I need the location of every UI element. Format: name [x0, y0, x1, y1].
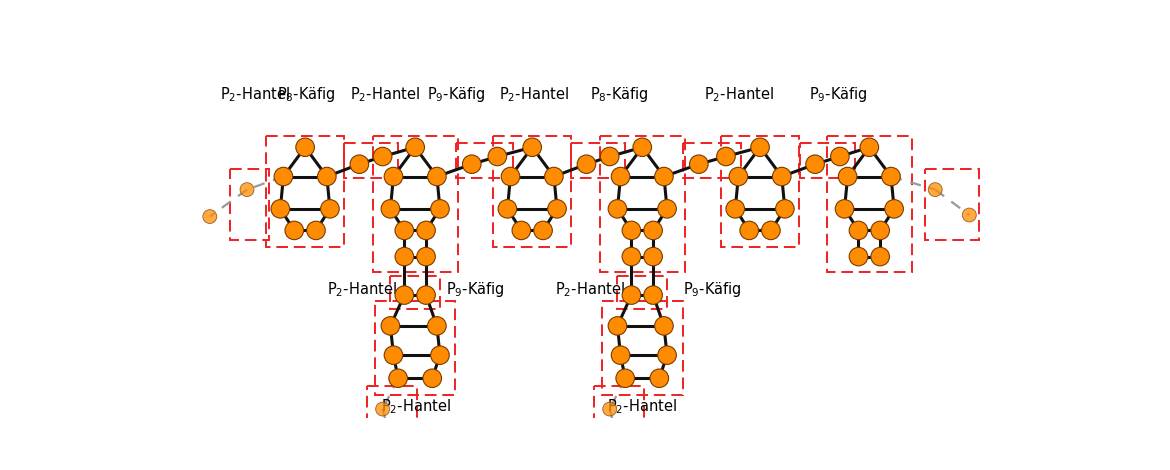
Text: P$_9$-Käfig: P$_9$-Käfig [446, 280, 505, 299]
Circle shape [655, 167, 673, 186]
Circle shape [725, 200, 744, 218]
Circle shape [317, 167, 336, 186]
Circle shape [202, 210, 216, 224]
Circle shape [431, 200, 449, 218]
Circle shape [406, 138, 425, 157]
Circle shape [321, 200, 339, 218]
Circle shape [622, 247, 641, 266]
Circle shape [885, 200, 903, 218]
Circle shape [882, 167, 901, 186]
Circle shape [381, 423, 395, 437]
Circle shape [498, 200, 517, 218]
Circle shape [240, 183, 254, 196]
Circle shape [395, 247, 414, 266]
Circle shape [772, 167, 791, 186]
Circle shape [427, 167, 446, 186]
Circle shape [422, 369, 441, 387]
Circle shape [608, 200, 627, 218]
Text: P$_8$-Käfig: P$_8$-Käfig [590, 86, 648, 104]
Circle shape [870, 247, 889, 266]
Circle shape [600, 147, 619, 166]
Text: P$_2$-Hantel: P$_2$-Hantel [704, 86, 775, 104]
Circle shape [534, 221, 552, 240]
Circle shape [417, 247, 435, 266]
Circle shape [849, 221, 868, 240]
Circle shape [644, 221, 662, 240]
Text: P$_2$-Hantel: P$_2$-Hantel [607, 398, 677, 416]
Circle shape [548, 200, 566, 218]
Text: P$_9$-Käfig: P$_9$-Käfig [682, 280, 742, 299]
Circle shape [523, 138, 542, 157]
Circle shape [806, 155, 825, 173]
Circle shape [644, 247, 662, 266]
Circle shape [603, 402, 617, 416]
Text: P$_9$-Käfig: P$_9$-Käfig [427, 86, 486, 104]
Circle shape [615, 369, 634, 387]
Circle shape [608, 423, 622, 437]
Circle shape [622, 286, 641, 305]
Circle shape [381, 200, 400, 218]
Text: P$_2$-Hantel: P$_2$-Hantel [381, 398, 450, 416]
Text: P$_2$-Hantel: P$_2$-Hantel [555, 281, 625, 299]
Circle shape [384, 167, 402, 186]
Circle shape [462, 155, 481, 173]
Circle shape [395, 221, 414, 240]
Circle shape [417, 221, 435, 240]
Text: P$_2$-Hantel: P$_2$-Hantel [498, 86, 569, 104]
Circle shape [633, 138, 652, 157]
Circle shape [271, 200, 290, 218]
Circle shape [831, 147, 849, 166]
Circle shape [307, 221, 325, 240]
Circle shape [274, 167, 292, 186]
Circle shape [608, 317, 627, 335]
Circle shape [651, 369, 668, 387]
Text: P$_9$-Käfig: P$_9$-Käfig [808, 86, 868, 104]
Circle shape [962, 208, 976, 222]
Circle shape [388, 369, 407, 387]
Circle shape [739, 221, 758, 240]
Circle shape [512, 221, 531, 240]
Circle shape [655, 317, 673, 335]
Circle shape [296, 138, 315, 157]
Circle shape [501, 167, 519, 186]
Circle shape [839, 167, 856, 186]
Circle shape [488, 147, 507, 166]
Circle shape [835, 200, 854, 218]
Circle shape [644, 286, 662, 305]
Circle shape [611, 346, 629, 364]
Text: P$_2$-Hantel: P$_2$-Hantel [350, 86, 420, 104]
Circle shape [611, 167, 629, 186]
Circle shape [285, 221, 303, 240]
Text: P$_2$-Hantel: P$_2$-Hantel [326, 281, 397, 299]
Circle shape [658, 200, 676, 218]
Circle shape [622, 221, 641, 240]
Circle shape [729, 167, 748, 186]
Circle shape [849, 247, 868, 266]
Circle shape [384, 346, 402, 364]
Circle shape [577, 155, 596, 173]
Circle shape [928, 183, 942, 196]
Circle shape [431, 346, 449, 364]
Circle shape [658, 346, 676, 364]
Circle shape [870, 221, 889, 240]
Circle shape [860, 138, 879, 157]
Circle shape [350, 155, 369, 173]
Circle shape [717, 147, 735, 166]
Circle shape [373, 147, 392, 166]
Circle shape [376, 402, 390, 416]
Circle shape [395, 286, 414, 305]
Circle shape [762, 221, 780, 240]
Circle shape [427, 317, 446, 335]
Circle shape [776, 200, 794, 218]
Text: P$_8$-Käfig: P$_8$-Käfig [277, 86, 336, 104]
Circle shape [751, 138, 770, 157]
Circle shape [417, 286, 435, 305]
Text: P$_2$-Hantel: P$_2$-Hantel [220, 86, 290, 104]
Circle shape [381, 317, 400, 335]
Circle shape [544, 167, 563, 186]
Circle shape [689, 155, 708, 173]
